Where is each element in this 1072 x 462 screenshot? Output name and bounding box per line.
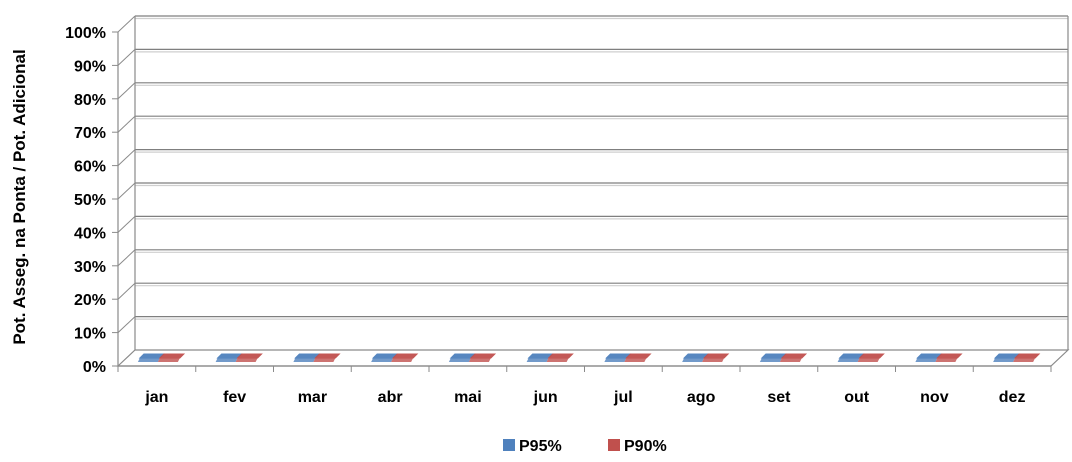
- bar-front-P90%-jun: [547, 358, 569, 362]
- bar-top-P90%-ago: [704, 354, 728, 358]
- side-gridline: [118, 83, 135, 99]
- y-axis-label: Pot. Asseg. na Ponta / Pot. Adicional: [10, 49, 29, 344]
- x-tick-label: nov: [920, 389, 949, 406]
- x-tick-label: set: [767, 389, 791, 406]
- x-tick-label: jul: [613, 389, 633, 406]
- bar-front-P90%-dez: [1013, 358, 1035, 362]
- y-tick-label: 50%: [74, 192, 106, 209]
- bar-front-P95%-jul: [604, 358, 626, 362]
- x-tick-label: dez: [999, 389, 1026, 406]
- x-tick-label: mar: [298, 389, 327, 406]
- side-gridline: [118, 216, 135, 232]
- y-tick-label: 20%: [74, 292, 106, 309]
- bar-top-P90%-mar: [315, 354, 339, 358]
- bar-top-P90%-mai: [471, 354, 495, 358]
- bar-front-P95%-jun: [527, 358, 549, 362]
- bar-front-P95%-abr: [371, 358, 393, 362]
- legend-swatch-P90%: [608, 439, 620, 451]
- y-tick-labels: 0% 10% 20% 30% 40% 50% 60% 70% 80% 90% 100%: [65, 25, 106, 376]
- y-tick-label: 80%: [74, 92, 106, 109]
- bar-front-P95%-jan: [138, 358, 160, 362]
- bar-top-P90%-dez: [1015, 354, 1039, 358]
- side-gridline: [118, 283, 135, 299]
- legend: P95% P90%: [503, 438, 667, 455]
- y-tick-label: 70%: [74, 125, 106, 142]
- gridlines: [118, 16, 1068, 333]
- x-tick-label: out: [844, 389, 870, 406]
- bar-front-P90%-mar: [313, 358, 335, 362]
- bar-front-P90%-abr: [391, 358, 413, 362]
- bar-top-P90%-jul: [626, 354, 650, 358]
- bar-front-P90%-fev: [236, 358, 258, 362]
- legend-label-P95%: P95%: [519, 438, 562, 455]
- y-tick-label: 100%: [65, 25, 106, 42]
- bar-front-P90%-nov: [935, 358, 957, 362]
- x-tick-label: jun: [533, 389, 558, 406]
- x-tick-labels: jan fev mar abr mai jun jul ago set out nov dez: [144, 389, 1025, 406]
- bar-front-P90%-out: [858, 358, 880, 362]
- bar-front-P90%-jan: [158, 358, 180, 362]
- y-tick-label: 60%: [74, 159, 106, 176]
- legend-swatch-P95%: [503, 439, 515, 451]
- x-tick-label: jan: [144, 389, 168, 406]
- side-gridline: [118, 49, 135, 65]
- y-tick-label: 0%: [83, 359, 106, 376]
- y-tick-label: 10%: [74, 326, 106, 343]
- side-gridline: [118, 250, 135, 266]
- bar-top-P90%-nov: [937, 354, 961, 358]
- bar-front-P90%-jul: [624, 358, 646, 362]
- side-gridline: [118, 16, 135, 32]
- bar-top-P90%-out: [860, 354, 884, 358]
- bar-front-P95%-out: [838, 358, 860, 362]
- side-gridline: [118, 183, 135, 199]
- bar-front-P90%-mai: [469, 358, 491, 362]
- legend-label-P90%: P90%: [624, 438, 667, 455]
- side-gridline: [118, 116, 135, 132]
- bar-front-P95%-nov: [915, 358, 937, 362]
- x-tick-label: fev: [223, 389, 246, 406]
- bar-front-P95%-ago: [682, 358, 704, 362]
- y-tick-label: 40%: [74, 225, 106, 242]
- bar-top-P90%-set: [782, 354, 806, 358]
- y-tick-label: 30%: [74, 259, 106, 276]
- bar-front-P95%-dez: [993, 358, 1015, 362]
- bar-top-P90%-jun: [549, 354, 573, 358]
- bar-top-P90%-jan: [160, 354, 184, 358]
- x-tick-label: abr: [378, 389, 403, 406]
- y-tick-label: 90%: [74, 58, 106, 75]
- x-tick-label: mai: [454, 389, 482, 406]
- bar-front-P95%-fev: [216, 358, 238, 362]
- bar-top-P90%-abr: [393, 354, 417, 358]
- x-tick-label: ago: [687, 389, 716, 406]
- bar-front-P90%-set: [780, 358, 802, 362]
- bar-front-P95%-mai: [449, 358, 471, 362]
- bar-front-P95%-mar: [293, 358, 315, 362]
- side-gridline: [118, 150, 135, 166]
- bars: [138, 354, 1039, 362]
- bar-front-P95%-set: [760, 358, 782, 362]
- bar-top-P90%-fev: [238, 354, 262, 358]
- side-gridline: [118, 317, 135, 333]
- bar-front-P90%-ago: [702, 358, 724, 362]
